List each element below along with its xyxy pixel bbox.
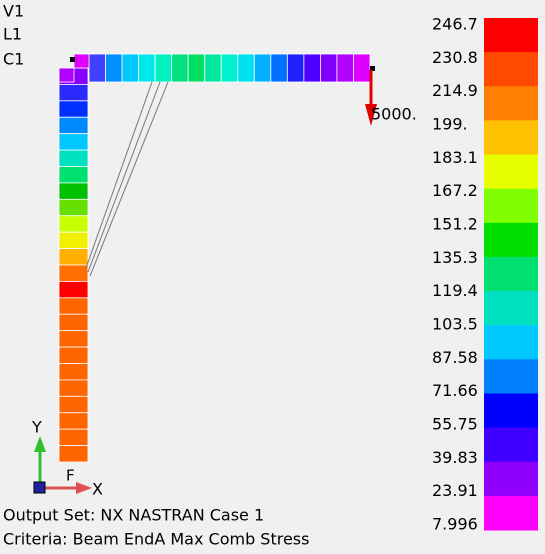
beam-element — [58, 84, 89, 102]
legend-band — [484, 461, 538, 497]
beam-element — [58, 231, 89, 249]
legend-label: 230.8 — [432, 48, 478, 67]
legend-label: 183.1 — [432, 148, 478, 167]
beam-element — [58, 313, 89, 332]
beam-element — [58, 428, 89, 446]
beam-element — [58, 363, 89, 381]
legend-label: 135.3 — [432, 248, 478, 267]
legend-band — [484, 256, 538, 292]
node — [70, 57, 75, 62]
legend-label: 23.91 — [432, 481, 478, 500]
legend-band — [484, 86, 538, 121]
beam-element — [58, 100, 89, 118]
view-label: L1 — [3, 25, 22, 44]
beam-element — [58, 379, 89, 397]
beam-element — [303, 53, 321, 83]
legend-band — [484, 325, 538, 360]
legend-label: 246.7 — [432, 15, 478, 34]
legend-band — [484, 188, 538, 224]
beam-element — [58, 281, 89, 299]
legend-label: 7.996 — [432, 515, 478, 534]
legend-label: 87.58 — [432, 348, 478, 367]
load-arrow-head — [365, 104, 377, 126]
legend-label: 103.5 — [432, 315, 478, 334]
legend-band — [484, 154, 538, 190]
beam-element — [58, 297, 89, 315]
beam-element — [253, 53, 272, 83]
criteria: Criteria: Beam EndA Max Comb Stress — [3, 530, 309, 549]
beam-element — [58, 395, 89, 414]
beam-element — [187, 53, 206, 83]
beam-element — [58, 412, 89, 430]
beam-element — [88, 53, 106, 83]
beam-element — [58, 248, 89, 266]
rigid-link — [85, 81, 153, 269]
triad-label: F — [66, 467, 75, 485]
z-axis-box — [33, 481, 46, 494]
output-set: Output Set: NX NASTRAN Case 1 — [3, 506, 264, 525]
legend-label: 39.83 — [432, 448, 478, 467]
beam-element — [286, 53, 305, 83]
view-label: C1 — [3, 50, 24, 69]
beam-element — [58, 330, 89, 348]
beam-element — [121, 53, 139, 83]
beam-model — [58, 53, 371, 463]
beam-element — [138, 53, 156, 83]
axis-triad: Y F X — [31, 418, 103, 499]
beam-element — [270, 53, 288, 83]
legend-band — [484, 393, 538, 429]
rigid-link — [87, 81, 161, 273]
x-arrow-head — [76, 482, 92, 494]
legend-band — [484, 427, 538, 463]
beam-element — [204, 53, 222, 83]
legend-band — [484, 359, 538, 394]
beam-element — [58, 149, 89, 167]
contour-legend: 246.7 230.8 214.9 199. 183.1 167.2 151.2 135.3 1… — [432, 15, 538, 534]
y-arrow-head — [34, 436, 46, 452]
beam-element — [58, 198, 89, 217]
beam-element — [353, 53, 371, 83]
node — [370, 66, 375, 71]
beam-element — [58, 133, 89, 151]
legend-label: 119.4 — [432, 281, 478, 300]
legend-band — [484, 222, 538, 258]
legend-band — [484, 495, 538, 531]
legend-label: 55.75 — [432, 415, 478, 434]
beam-element — [58, 116, 89, 135]
view-label: V1 — [3, 2, 24, 21]
rigid-link — [89, 81, 169, 277]
load-label: 5000. — [371, 105, 417, 124]
beam-element — [58, 346, 89, 364]
beam-element — [73, 53, 90, 69]
beam-element — [220, 53, 239, 83]
legend-label: 199. — [432, 115, 468, 134]
beam-element — [58, 445, 89, 463]
beam-element — [58, 264, 89, 282]
legend-band — [484, 18, 538, 53]
legend-label: 214.9 — [432, 81, 478, 100]
beam-element — [105, 53, 123, 83]
beam-element — [154, 53, 173, 83]
legend-label: 151.2 — [432, 215, 478, 234]
triad-label: Y — [31, 418, 42, 437]
beam-element — [336, 53, 354, 83]
beam-element — [58, 182, 89, 200]
beam-element — [237, 53, 255, 83]
legend-band — [484, 291, 538, 326]
beam-element — [58, 67, 75, 83]
beam-element — [171, 53, 189, 83]
legend-band — [484, 120, 538, 156]
legend-label: 71.66 — [432, 381, 478, 400]
beam-element — [58, 166, 89, 184]
triad-label: X — [92, 480, 103, 499]
beam-element — [320, 53, 338, 83]
legend-band — [484, 52, 538, 87]
legend-label: 167.2 — [432, 181, 478, 200]
beam-element — [58, 215, 89, 233]
